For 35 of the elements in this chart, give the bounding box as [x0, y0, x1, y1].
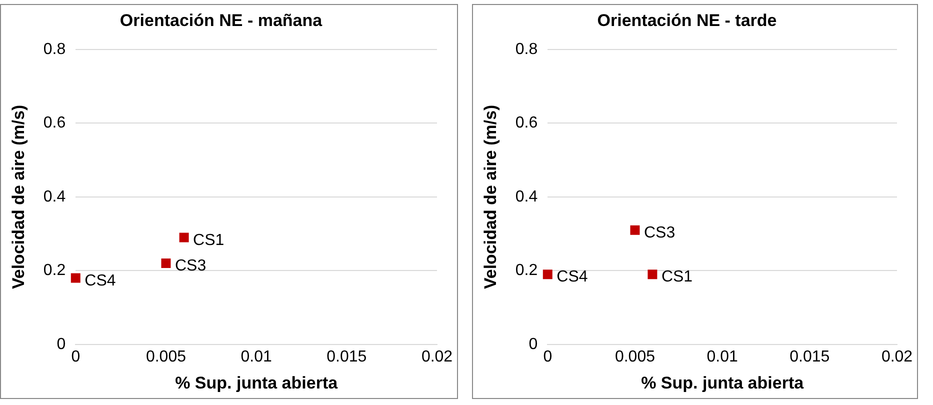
y-tick-label: 0.8: [43, 40, 66, 58]
annotation: CS3: [644, 224, 676, 242]
y-tick-label: 0.4: [515, 188, 538, 206]
x-axis-title: % Sup. junta abierta: [641, 373, 804, 392]
chart-title: Orientación NE - tarde: [597, 10, 777, 30]
x-tick-label: 0.015: [326, 348, 367, 366]
x-tick-label: 0.01: [706, 348, 738, 366]
x-tick-label: 0.02: [421, 348, 453, 366]
annotation: CS4: [84, 272, 116, 290]
y-tick-label: 0: [528, 336, 538, 353]
annotation: CS1: [193, 232, 224, 249]
chart-title: Orientación NE - mañana: [120, 10, 323, 30]
x-tick-label: 0: [543, 348, 552, 366]
x-tick-label: 0: [71, 348, 80, 366]
y-tick-label: 0.6: [43, 114, 66, 132]
annotation: CS4: [556, 268, 588, 286]
y-tick-label: 0.8: [515, 40, 538, 58]
x-tick-label: 0.01: [240, 348, 272, 366]
point: [70, 273, 80, 283]
x-tick-label: 0.015: [790, 348, 830, 366]
x-axis-title: % Sup. junta abierta: [175, 373, 338, 392]
x-tick-label: 0.02: [881, 348, 913, 366]
y-tick-label: 0.2: [515, 262, 538, 280]
x-tick-label: 0.005: [614, 348, 656, 366]
point: [179, 232, 189, 242]
y-axis-title: Velocidad de aire (m/s): [8, 104, 28, 290]
x-tick-label: 0.005: [146, 348, 186, 366]
annotation: CS3: [174, 258, 206, 275]
y-tick-label: 0.4: [43, 188, 66, 206]
y-tick-label: 0.6: [515, 114, 538, 132]
y-tick-label: 0: [56, 336, 66, 353]
annotation: CS1: [661, 268, 693, 286]
y-tick-label: 0.2: [43, 262, 66, 280]
y-axis-title: Velocidad de aire (m/s): [480, 104, 500, 290]
point: [161, 258, 171, 268]
